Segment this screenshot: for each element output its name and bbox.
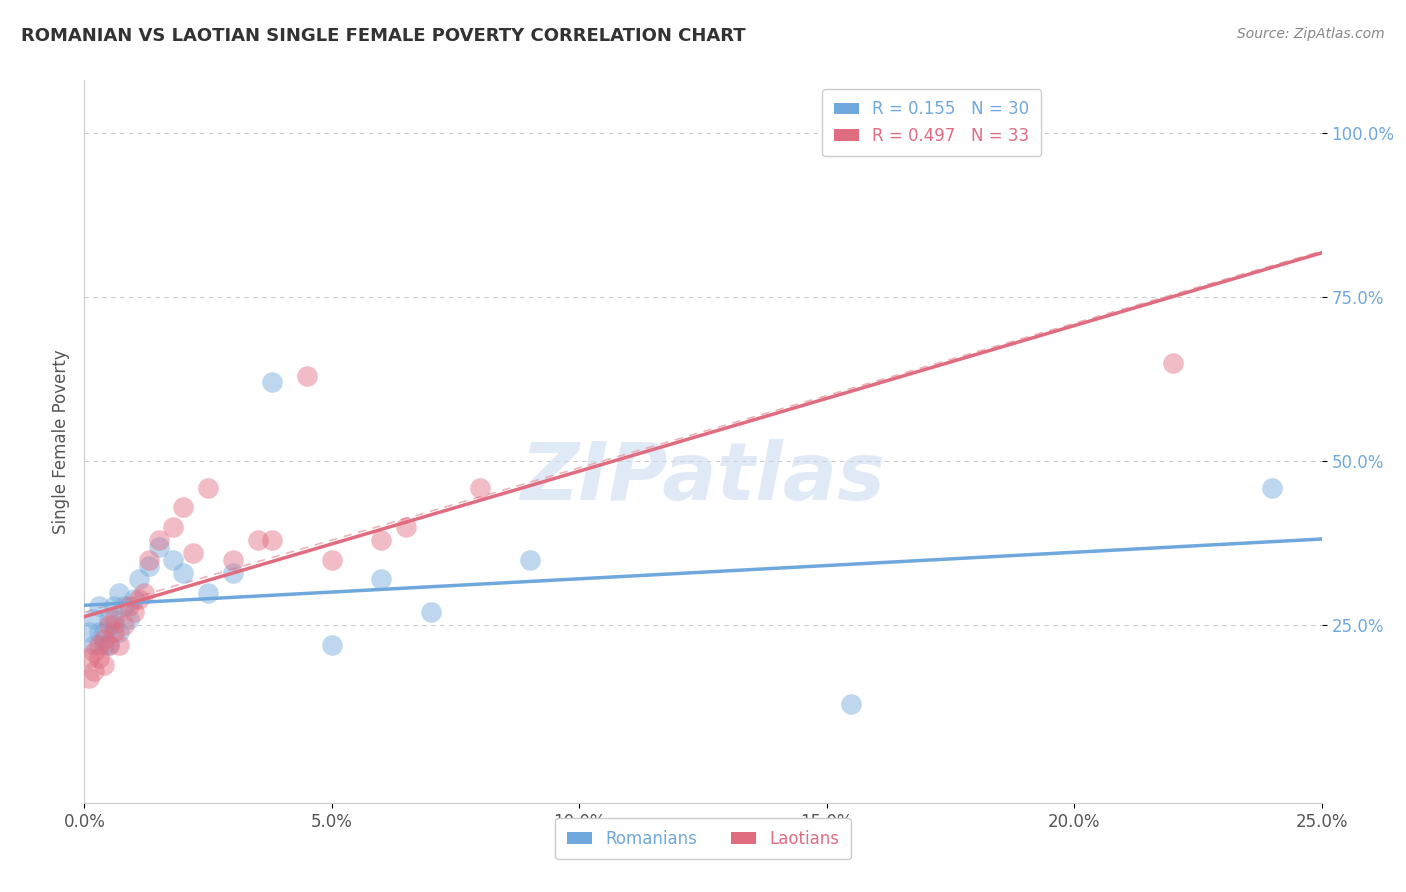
Point bbox=[103, 625, 125, 640]
Point bbox=[172, 566, 194, 580]
Point bbox=[321, 553, 343, 567]
Point bbox=[122, 605, 145, 619]
Point bbox=[138, 559, 160, 574]
Point bbox=[197, 585, 219, 599]
Point bbox=[108, 625, 131, 640]
Point bbox=[98, 612, 121, 626]
Point bbox=[98, 638, 121, 652]
Point bbox=[148, 533, 170, 547]
Point bbox=[98, 638, 121, 652]
Point bbox=[1161, 356, 1184, 370]
Point bbox=[1261, 481, 1284, 495]
Point bbox=[370, 573, 392, 587]
Point bbox=[128, 573, 150, 587]
Point bbox=[103, 618, 125, 632]
Point bbox=[79, 651, 101, 665]
Point bbox=[93, 625, 115, 640]
Point bbox=[108, 638, 131, 652]
Y-axis label: Single Female Poverty: Single Female Poverty bbox=[52, 350, 70, 533]
Point bbox=[222, 553, 245, 567]
Point bbox=[93, 638, 115, 652]
Point bbox=[79, 671, 101, 685]
Point bbox=[98, 618, 121, 632]
Point bbox=[138, 553, 160, 567]
Point bbox=[89, 638, 111, 652]
Point bbox=[83, 645, 105, 659]
Point bbox=[370, 533, 392, 547]
Point bbox=[395, 520, 418, 534]
Point bbox=[197, 481, 219, 495]
Text: ZIPatlas: ZIPatlas bbox=[520, 439, 886, 516]
Text: Source: ZipAtlas.com: Source: ZipAtlas.com bbox=[1237, 27, 1385, 41]
Point bbox=[162, 553, 184, 567]
Point bbox=[89, 625, 111, 640]
Point bbox=[470, 481, 492, 495]
Point bbox=[93, 657, 115, 672]
Point bbox=[122, 592, 145, 607]
Point bbox=[262, 376, 284, 390]
Point bbox=[89, 651, 111, 665]
Point bbox=[222, 566, 245, 580]
Point bbox=[118, 612, 141, 626]
Point bbox=[162, 520, 184, 534]
Point bbox=[181, 546, 204, 560]
Point bbox=[79, 625, 101, 640]
Point bbox=[128, 592, 150, 607]
Text: ROMANIAN VS LAOTIAN SINGLE FEMALE POVERTY CORRELATION CHART: ROMANIAN VS LAOTIAN SINGLE FEMALE POVERT… bbox=[21, 27, 745, 45]
Point bbox=[419, 605, 441, 619]
Point bbox=[89, 599, 111, 613]
Point bbox=[118, 599, 141, 613]
Point bbox=[132, 585, 155, 599]
Point bbox=[83, 638, 105, 652]
Point bbox=[148, 540, 170, 554]
Legend: Romanians, Laotians: Romanians, Laotians bbox=[555, 818, 851, 860]
Point bbox=[112, 618, 135, 632]
Point bbox=[103, 612, 125, 626]
Point bbox=[83, 612, 105, 626]
Point bbox=[246, 533, 269, 547]
Point bbox=[112, 599, 135, 613]
Point bbox=[295, 368, 318, 383]
Point bbox=[83, 665, 105, 679]
Point bbox=[841, 698, 863, 712]
Point bbox=[93, 632, 115, 646]
Point bbox=[172, 500, 194, 515]
Point bbox=[262, 533, 284, 547]
Point bbox=[108, 585, 131, 599]
Point bbox=[103, 599, 125, 613]
Point bbox=[321, 638, 343, 652]
Point bbox=[519, 553, 541, 567]
